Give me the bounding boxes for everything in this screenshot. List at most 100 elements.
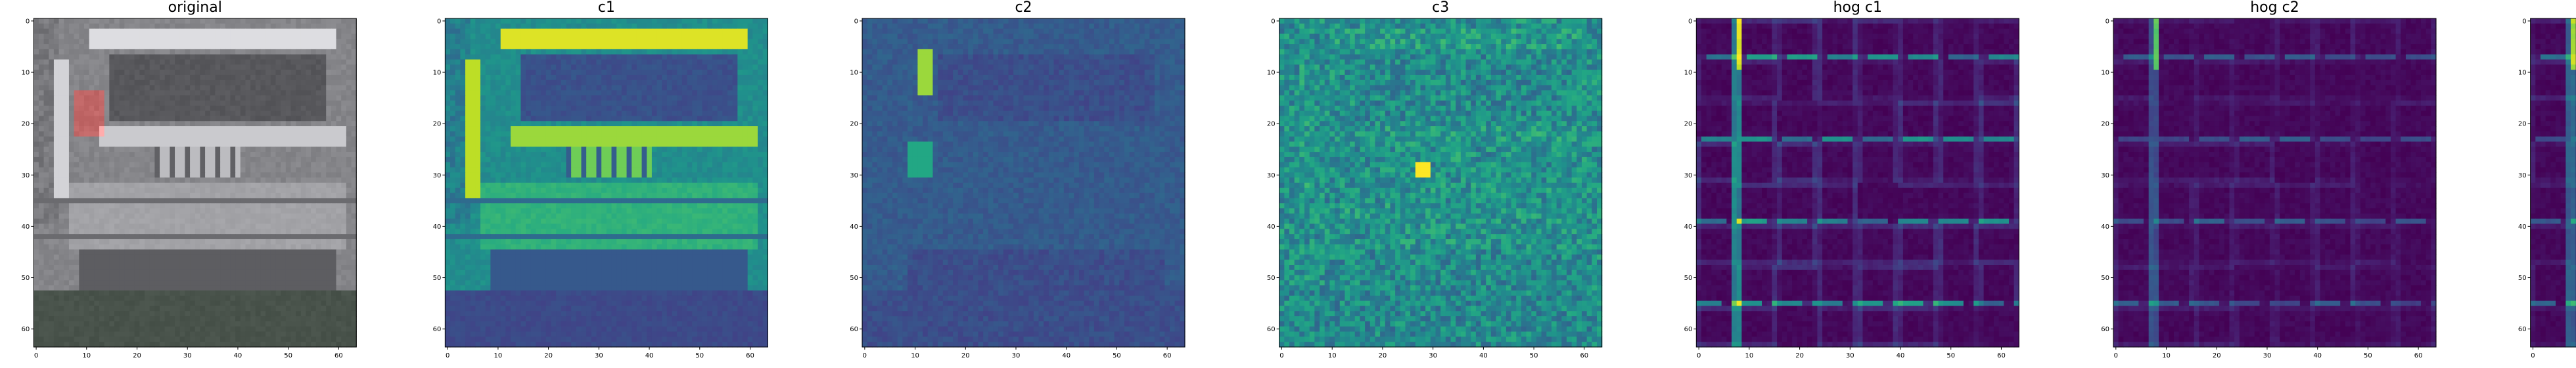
y-tick-label: 10: [2101, 70, 2109, 77]
panel-title: original: [168, 0, 222, 16]
y-tick-label: 50: [21, 275, 30, 282]
y-tick-label: 20: [1684, 121, 1693, 128]
panel-image: [445, 18, 768, 348]
y-tick-label: 0: [2522, 18, 2526, 25]
y-tick-label: 50: [433, 275, 442, 282]
y-tick-label: 40: [1267, 223, 1276, 231]
x-tick-label: 60: [1997, 352, 2006, 359]
y-tick-label: 10: [850, 70, 858, 77]
y-tick-label: 20: [2518, 121, 2527, 128]
y-tick-label: 0: [1271, 18, 1275, 25]
x-tick-label: 20: [2213, 352, 2221, 359]
panel-title: c2: [1015, 0, 1032, 16]
panel-image: [34, 18, 357, 348]
x-tick-label: 10: [911, 352, 919, 359]
x-tick-label: 10: [82, 352, 91, 359]
y-tick-label: 20: [21, 121, 30, 128]
x-tick-label: 50: [2364, 352, 2372, 359]
y-tick-label: 60: [1267, 326, 1276, 333]
x-tick-label: 60: [1163, 352, 1172, 359]
y-tick-label: 0: [437, 18, 441, 25]
x-tick-label: 30: [1012, 352, 1021, 359]
y-tick-label: 10: [1684, 70, 1693, 77]
y-tick-label: 40: [433, 223, 442, 231]
panel-image: [1279, 18, 1603, 348]
y-tick-label: 60: [21, 326, 30, 333]
x-tick-label: 0: [2531, 352, 2535, 359]
y-tick-label: 50: [1267, 275, 1276, 282]
y-tick-label: 0: [2105, 18, 2109, 25]
y-tick-label: 30: [1684, 172, 1693, 179]
panel-image: [2531, 18, 2576, 348]
y-tick-label: 0: [26, 18, 30, 25]
x-tick-label: 10: [494, 352, 503, 359]
x-tick-label: 60: [334, 352, 343, 359]
y-tick-label: 50: [2101, 275, 2109, 282]
y-tick-label: 50: [2518, 275, 2527, 282]
x-tick-label: 50: [695, 352, 704, 359]
x-tick-label: 50: [1113, 352, 1121, 359]
y-tick-label: 50: [1684, 275, 1693, 282]
x-tick-label: 20: [133, 352, 141, 359]
y-tick-label: 40: [2518, 223, 2527, 231]
y-tick-label: 30: [433, 172, 442, 179]
y-tick-label: 60: [1684, 326, 1693, 333]
x-tick-label: 40: [234, 352, 242, 359]
y-tick-label: 30: [1267, 172, 1276, 179]
panel-image: [1696, 18, 2019, 348]
x-tick-label: 10: [1745, 352, 1754, 359]
x-tick-label: 40: [645, 352, 654, 359]
x-tick-label: 30: [1429, 352, 1437, 359]
panel-c1: c1 0 10 20 30 40 50 60 0 10 20 30 40 50 60: [433, 0, 768, 359]
y-tick-label: 60: [2101, 326, 2109, 333]
y-tick-label: 40: [2101, 223, 2109, 231]
y-tick-label: 40: [850, 223, 858, 231]
x-tick-label: 50: [1530, 352, 1538, 359]
y-tick-label: 60: [850, 326, 858, 333]
y-tick-label: 40: [1684, 223, 1693, 231]
x-tick-label: 0: [863, 352, 867, 359]
x-tick-label: 0: [1697, 352, 1701, 359]
y-tick-label: 50: [850, 275, 858, 282]
y-tick-label: 60: [433, 326, 442, 333]
y-tick-label: 20: [433, 121, 442, 128]
x-tick-label: 30: [2263, 352, 2272, 359]
y-tick-label: 30: [850, 172, 858, 179]
y-tick-label: 30: [21, 172, 30, 179]
x-tick-label: 0: [1279, 352, 1283, 359]
x-tick-label: 20: [544, 352, 553, 359]
y-tick-label: 30: [2518, 172, 2527, 179]
x-tick-label: 20: [1379, 352, 1387, 359]
y-tick-label: 0: [1688, 18, 1692, 25]
x-tick-label: 10: [2162, 352, 2171, 359]
x-tick-label: 0: [446, 352, 449, 359]
panel-image: [2113, 18, 2437, 348]
x-tick-label: 50: [1946, 352, 1955, 359]
x-tick-label: 0: [34, 352, 38, 359]
x-tick-label: 30: [595, 352, 603, 359]
x-tick-label: 20: [961, 352, 970, 359]
panel-title: hog c2: [2250, 0, 2299, 16]
x-tick-label: 60: [1580, 352, 1588, 359]
x-tick-label: 30: [183, 352, 192, 359]
x-tick-label: 60: [746, 352, 754, 359]
y-tick-label: 0: [854, 18, 858, 25]
y-tick-label: 10: [1267, 70, 1276, 77]
x-tick-label: 40: [2313, 352, 2322, 359]
y-tick-label: 20: [2101, 121, 2109, 128]
y-tick-label: 10: [21, 70, 30, 77]
x-tick-label: 40: [1479, 352, 1488, 359]
panel-title: c1: [598, 0, 615, 16]
x-tick-label: 60: [2414, 352, 2423, 359]
y-tick-label: 10: [433, 70, 442, 77]
y-tick-label: 40: [21, 223, 30, 231]
x-tick-label: 10: [1328, 352, 1337, 359]
x-tick-label: 40: [1062, 352, 1070, 359]
